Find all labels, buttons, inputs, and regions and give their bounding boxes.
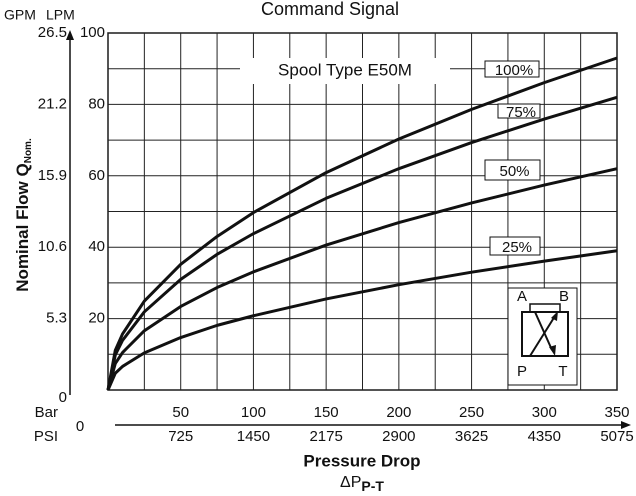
x-tick-label: 100 xyxy=(241,404,266,421)
arrowhead xyxy=(551,311,558,321)
svg-text:Nominal Flow QNom.: Nominal Flow QNom. xyxy=(13,138,33,292)
y-tick-label: 60 xyxy=(88,167,105,184)
series-label: 25% xyxy=(502,239,532,256)
arrowhead xyxy=(549,345,556,356)
x-tick-label: 350 xyxy=(604,404,629,421)
valve-label: T xyxy=(558,363,567,380)
y-label-main: Nominal Flow Q xyxy=(13,163,32,291)
svg-text:ΔPP-T: ΔPP-T xyxy=(340,474,384,493)
x2-tick-label: 0 xyxy=(76,418,84,435)
x-label2-sub: P-T xyxy=(361,478,384,494)
series-label-box xyxy=(484,159,541,181)
x2-tick-label: 3625 xyxy=(455,428,488,445)
x-tick-label: 200 xyxy=(386,404,411,421)
series-line xyxy=(106,56,618,391)
x-tick-label: 150 xyxy=(314,404,339,421)
y-tick-label: 80 xyxy=(88,95,105,112)
x-tick-label: 300 xyxy=(532,404,557,421)
valve-label: P xyxy=(517,363,527,380)
y2-tick-label: 15.9 xyxy=(38,167,67,184)
x-label2: ΔP xyxy=(340,474,361,491)
valve-label: A xyxy=(517,288,527,305)
valve-port xyxy=(529,303,561,312)
x2-tick-label: 5075 xyxy=(600,428,633,445)
y-label-sub: Nom. xyxy=(23,138,34,163)
y2-tick-label: 26.5 xyxy=(38,24,67,41)
valve-arrow xyxy=(534,311,553,351)
series-line xyxy=(106,167,618,391)
y-tick-label: 20 xyxy=(88,310,105,327)
y2-tick-label: 10.6 xyxy=(38,238,67,255)
annotation: Spool Type E50M xyxy=(278,60,412,79)
valve-arrow xyxy=(529,315,556,357)
arrowhead xyxy=(66,30,74,40)
y2-tick-label: 21.2 xyxy=(38,95,67,112)
chart-title: Command Signal xyxy=(261,0,399,19)
series-label-box xyxy=(497,103,541,119)
x-label: Pressure Drop xyxy=(303,451,420,470)
series-label: 50% xyxy=(499,163,529,180)
x2-tick-label: 725 xyxy=(168,428,193,445)
y-tick-label: 100 xyxy=(80,24,105,41)
x2-tick-label: 2175 xyxy=(309,428,342,445)
y-tick-label: 40 xyxy=(88,238,105,255)
x-tick-label: 250 xyxy=(459,404,484,421)
valve-label: B xyxy=(559,288,569,305)
x2-unit: PSI xyxy=(34,428,58,445)
series-label-box xyxy=(489,236,541,256)
valve-box xyxy=(521,311,569,357)
series-line xyxy=(106,95,618,391)
x2-tick-label: 4350 xyxy=(528,428,561,445)
series-label: 75% xyxy=(506,104,536,121)
y2-tick-label: 0 xyxy=(59,389,67,406)
series-label: 100% xyxy=(495,62,533,79)
x2-tick-label: 1450 xyxy=(237,428,270,445)
y2-unit: GPM xyxy=(4,7,36,23)
x-unit: Bar xyxy=(35,404,58,421)
arrowhead xyxy=(621,421,631,429)
y-unit: LPM xyxy=(46,7,75,23)
annotation-bg xyxy=(240,58,450,84)
y2-tick-label: 5.3 xyxy=(46,310,67,327)
x2-tick-label: 2900 xyxy=(382,428,415,445)
x-tick-label: 50 xyxy=(172,404,189,421)
y-label: Nominal Flow QNom. xyxy=(13,138,33,292)
series-label-box xyxy=(484,60,540,78)
series-line xyxy=(106,249,618,391)
